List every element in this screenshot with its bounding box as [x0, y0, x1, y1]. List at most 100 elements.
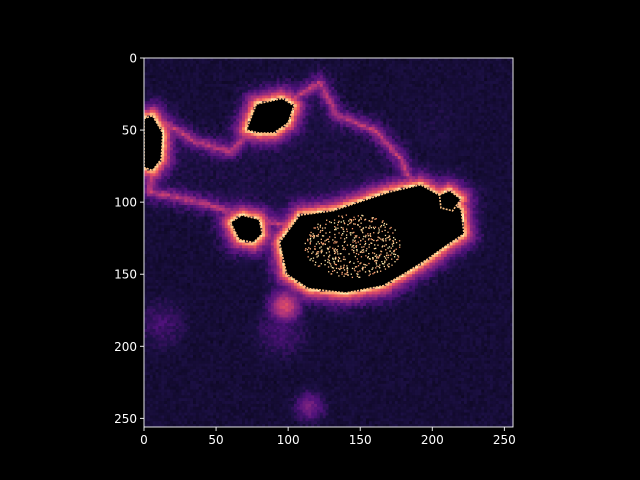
heatmap-cell [429, 121, 433, 125]
heatmap-cell [417, 158, 422, 163]
heatmap-cell [169, 98, 174, 102]
heatmap-cell [334, 124, 338, 128]
heatmap-cell [230, 150, 234, 154]
heatmap-cell [492, 141, 497, 145]
heatmap-cell [389, 121, 393, 125]
heatmap-cell [435, 98, 439, 102]
heatmap-cell [210, 95, 214, 99]
heatmap-cell [337, 132, 341, 137]
heatmap-cell [253, 92, 257, 96]
heatmap-cell [403, 83, 407, 88]
heatmap-cell [328, 161, 332, 166]
heatmap-cell [230, 132, 234, 137]
heatmap-cell [383, 112, 387, 117]
heatmap-cell [397, 83, 401, 88]
heatmap-cell [432, 127, 436, 131]
heatmap-cell [469, 124, 474, 128]
heatmap-cell [475, 121, 479, 125]
heatmap-cell [316, 147, 321, 151]
heatmap-cell [510, 135, 513, 140]
heatmap-cell [311, 69, 315, 73]
heatmap-cell [423, 66, 427, 70]
heatmap-cell [391, 78, 396, 82]
heatmap-cell [244, 81, 249, 85]
heatmap-cell [443, 144, 448, 148]
heatmap-cell [487, 156, 491, 160]
heatmap-cell [475, 115, 479, 119]
heatmap-cell [406, 75, 410, 79]
heatmap-cell [273, 69, 278, 73]
heatmap-cell [354, 164, 358, 168]
heatmap-cell [155, 109, 159, 114]
heatmap-cell [409, 69, 413, 73]
heatmap-cell [345, 109, 350, 114]
heatmap-cell [443, 138, 448, 142]
heatmap-cell [455, 124, 459, 128]
heatmap-cell [204, 156, 208, 160]
heatmap-cell [244, 167, 249, 171]
heatmap-cell [360, 158, 364, 163]
heatmap-cell [250, 104, 254, 108]
heatmap-cell [409, 161, 413, 166]
heatmap-cell [302, 153, 306, 157]
heatmap-cell [475, 118, 479, 122]
heatmap-cell [409, 98, 413, 102]
heatmap-cell [322, 144, 327, 148]
heatmap-cell [282, 130, 286, 134]
heatmap-cell [469, 132, 474, 137]
heatmap-cell [181, 153, 185, 157]
heatmap-cell [262, 147, 266, 151]
heatmap-cell [435, 130, 439, 134]
heatmap-cell [172, 95, 177, 99]
heatmap-cell [325, 141, 329, 145]
heatmap-cell [409, 66, 413, 70]
heatmap-cell [308, 83, 312, 88]
heatmap-cell [161, 144, 165, 148]
heatmap-cell [221, 109, 226, 114]
heatmap-cell [389, 81, 393, 85]
heatmap-cell [449, 147, 453, 151]
heatmap-cell [403, 98, 407, 102]
heatmap-cell [181, 98, 185, 102]
heatmap-cell [316, 132, 321, 137]
heatmap-cell [374, 72, 378, 76]
heatmap-cell [164, 95, 168, 99]
heatmap-cell [328, 153, 332, 157]
heatmap-cell [504, 101, 508, 105]
heatmap-cell [227, 167, 231, 171]
heatmap-cell [400, 92, 404, 96]
heatmap-cell [250, 107, 254, 111]
heatmap-cell [187, 66, 191, 70]
heatmap-cell [371, 75, 376, 79]
heatmap-cell [195, 98, 200, 102]
heatmap-cell [285, 83, 289, 88]
heatmap-cell [501, 144, 505, 148]
heatmap-cell [230, 135, 234, 140]
heatmap-cell [242, 127, 246, 131]
heatmap-cell [331, 156, 335, 160]
heatmap-cell [282, 170, 286, 174]
heatmap-cell [507, 83, 511, 88]
heatmap-cell [146, 170, 151, 174]
heatmap-cell [218, 112, 223, 117]
heatmap-cell [406, 161, 410, 166]
heatmap-cell [302, 127, 306, 131]
heatmap-cell [383, 115, 387, 119]
heatmap-cell [507, 141, 511, 145]
heatmap-cell [299, 72, 303, 76]
heatmap-cell [262, 167, 266, 171]
heatmap-cell [449, 164, 453, 168]
heatmap-cell [270, 60, 275, 65]
heatmap-cell [239, 144, 243, 148]
heatmap-cell [311, 92, 315, 96]
heatmap-cell [334, 86, 338, 91]
heatmap-cell [325, 75, 329, 79]
heatmap-cell [316, 138, 321, 142]
heatmap-cell [461, 109, 465, 114]
heatmap-cell [461, 69, 465, 73]
heatmap-cell [164, 89, 168, 93]
heatmap-cell [501, 92, 505, 96]
heatmap-cell [426, 144, 430, 148]
heatmap-cell [391, 144, 396, 148]
heatmap-cell [158, 83, 162, 88]
